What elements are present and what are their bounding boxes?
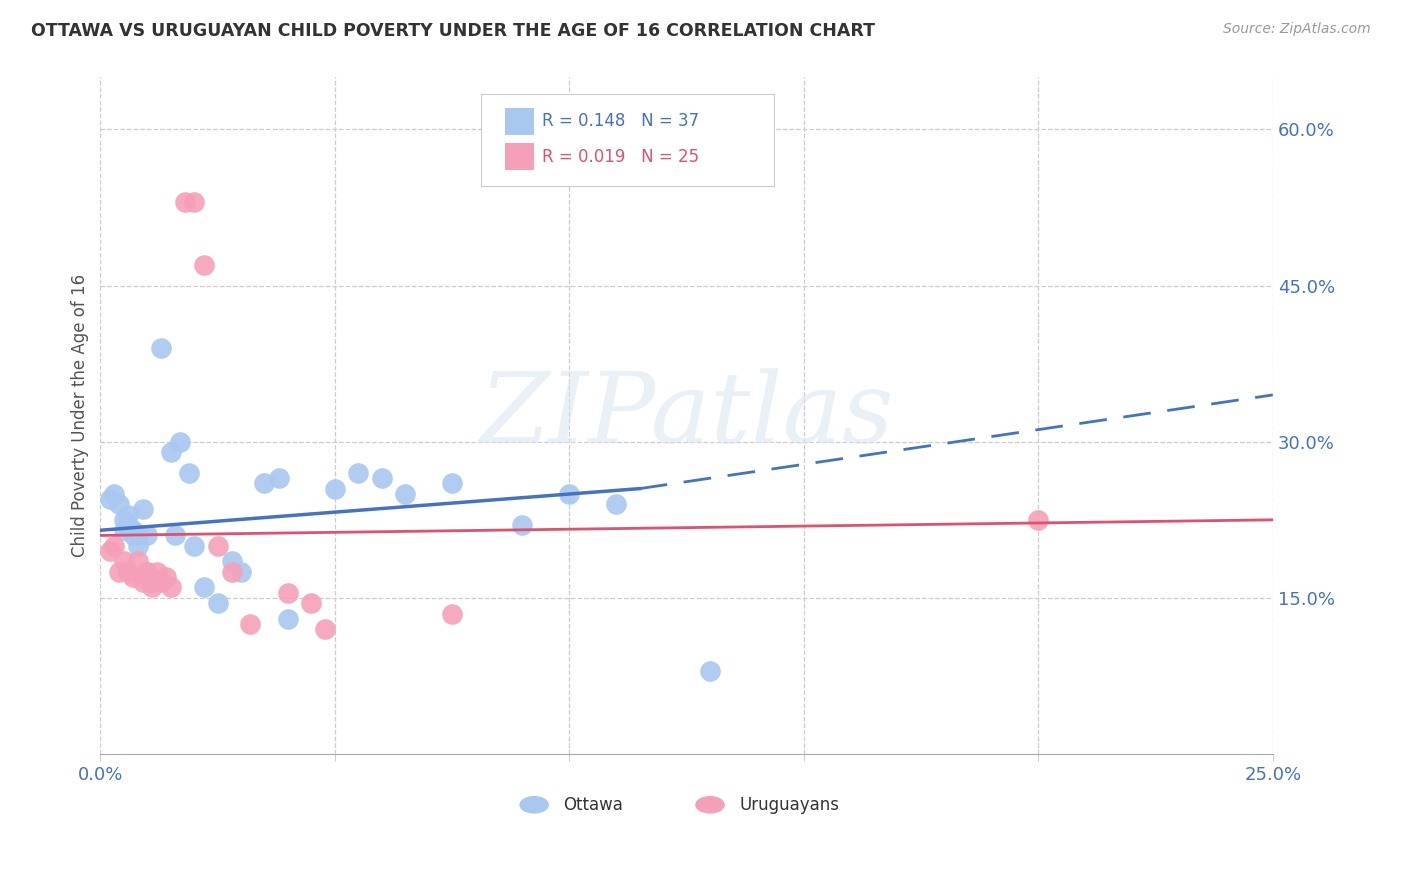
Point — [98, 491, 121, 506]
Text: Ottawa: Ottawa — [564, 796, 623, 814]
Point — [347, 466, 370, 480]
Point — [122, 523, 145, 537]
Text: R = 0.148   N = 37: R = 0.148 N = 37 — [543, 112, 699, 130]
Point — [112, 554, 135, 568]
Point — [141, 575, 163, 590]
Point — [127, 528, 149, 542]
Point — [207, 596, 229, 610]
Point — [193, 258, 215, 272]
Point — [159, 445, 181, 459]
Point — [136, 565, 159, 579]
Point — [229, 565, 252, 579]
Point — [193, 581, 215, 595]
Point — [441, 476, 464, 491]
Point — [277, 612, 299, 626]
Point — [277, 585, 299, 599]
Text: ZIPatlas: ZIPatlas — [479, 368, 894, 463]
Point — [127, 539, 149, 553]
Point — [314, 622, 336, 636]
Circle shape — [520, 797, 548, 813]
Point — [103, 487, 125, 501]
Point — [173, 195, 195, 210]
Point — [267, 471, 290, 485]
Point — [207, 539, 229, 553]
Point — [136, 528, 159, 542]
Point — [150, 341, 173, 355]
Point — [183, 195, 205, 210]
Text: R = 0.019   N = 25: R = 0.019 N = 25 — [543, 147, 699, 166]
Point — [117, 508, 139, 522]
Point — [1026, 513, 1049, 527]
Point — [169, 434, 191, 449]
Point — [108, 497, 131, 511]
Point — [136, 565, 159, 579]
FancyBboxPatch shape — [505, 108, 534, 135]
Point — [239, 616, 262, 631]
Point — [299, 596, 322, 610]
Point — [179, 466, 201, 480]
Text: Uruguayans: Uruguayans — [740, 796, 839, 814]
Point — [371, 471, 394, 485]
Point — [131, 575, 153, 590]
Point — [108, 565, 131, 579]
Point — [150, 575, 173, 590]
Point — [103, 539, 125, 553]
Point — [605, 497, 627, 511]
Point — [112, 513, 135, 527]
Point — [441, 607, 464, 621]
Point — [221, 565, 243, 579]
Point — [323, 482, 346, 496]
Text: Source: ZipAtlas.com: Source: ZipAtlas.com — [1223, 22, 1371, 37]
Point — [131, 502, 153, 516]
FancyBboxPatch shape — [505, 143, 534, 170]
Point — [165, 528, 187, 542]
Point — [394, 487, 416, 501]
Point — [512, 518, 534, 533]
Y-axis label: Child Poverty Under the Age of 16: Child Poverty Under the Age of 16 — [72, 274, 89, 558]
Text: OTTAWA VS URUGUAYAN CHILD POVERTY UNDER THE AGE OF 16 CORRELATION CHART: OTTAWA VS URUGUAYAN CHILD POVERTY UNDER … — [31, 22, 875, 40]
Point — [122, 528, 145, 542]
Point — [112, 523, 135, 537]
Point — [558, 487, 581, 501]
Point — [183, 539, 205, 553]
Point — [117, 565, 139, 579]
Point — [253, 476, 276, 491]
Point — [141, 581, 163, 595]
Point — [127, 554, 149, 568]
Point — [117, 518, 139, 533]
Point — [122, 570, 145, 584]
Point — [98, 544, 121, 558]
Point — [145, 565, 167, 579]
Point — [155, 570, 177, 584]
Circle shape — [696, 797, 724, 813]
FancyBboxPatch shape — [481, 95, 775, 186]
Point — [699, 664, 721, 678]
Point — [221, 554, 243, 568]
Point — [159, 581, 181, 595]
